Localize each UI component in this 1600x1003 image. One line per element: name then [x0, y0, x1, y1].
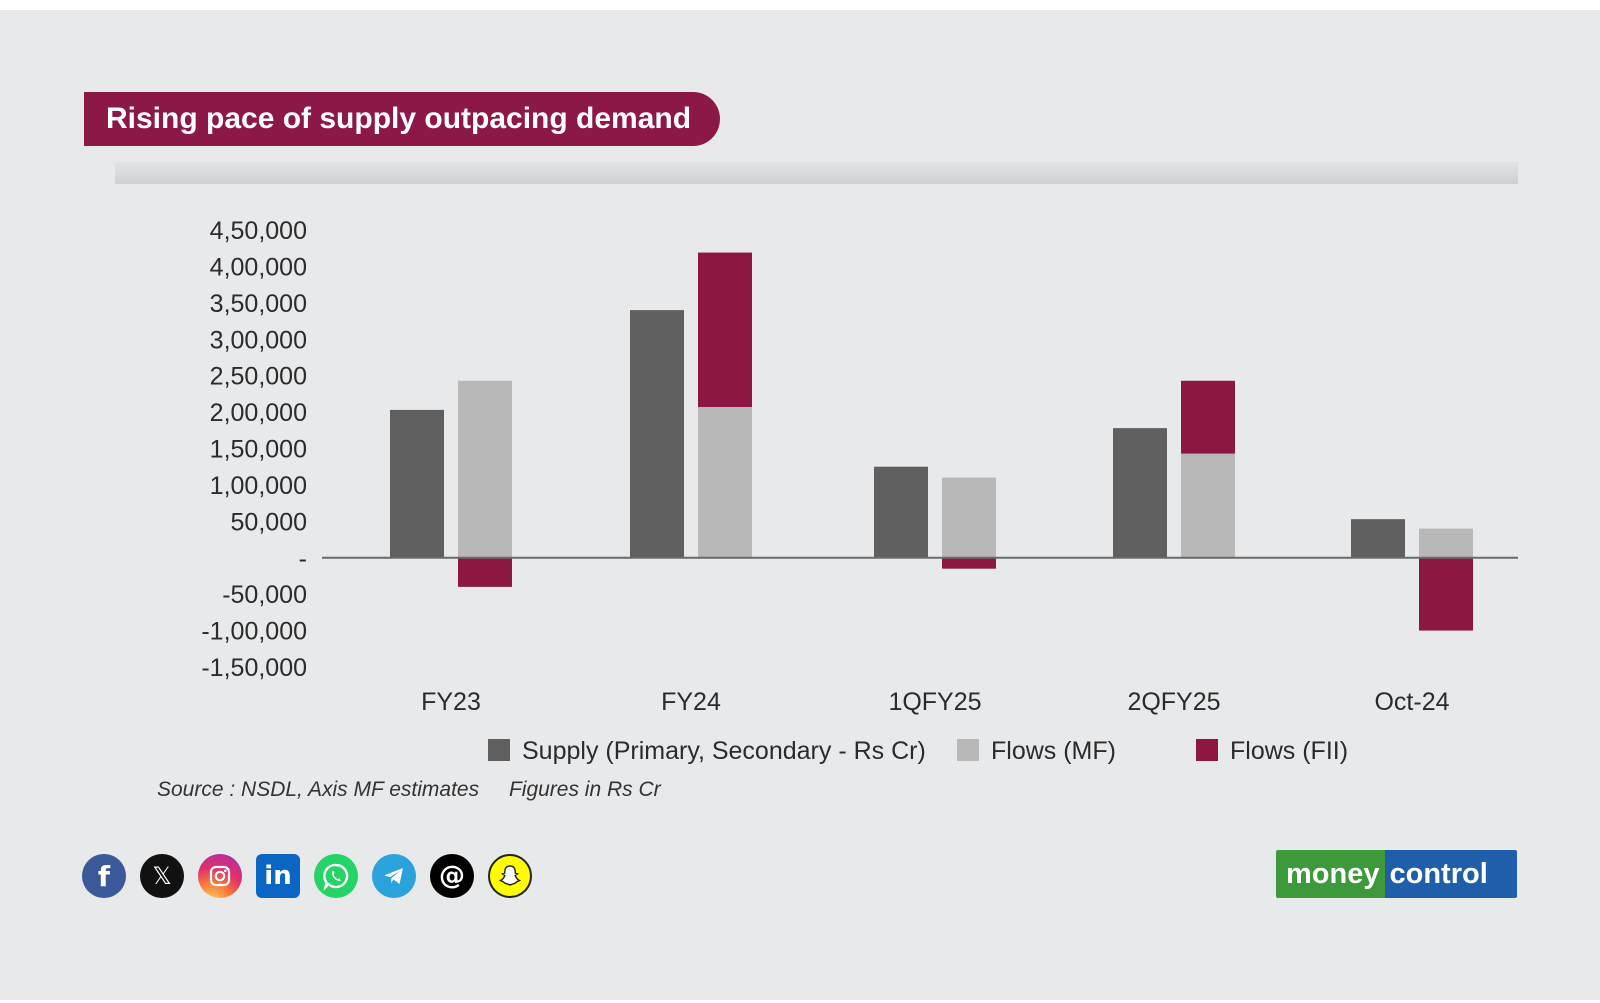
supply-bar — [1351, 519, 1405, 558]
chart-title: Rising pace of supply outpacing demand — [84, 92, 720, 146]
mf-flow-bar — [458, 380, 512, 558]
legend-label: Flows (FII) — [1230, 737, 1348, 765]
y-tick-label: -50,000 — [222, 581, 307, 609]
source-text: Source : NSDL, Axis MF estimates — [157, 778, 480, 801]
mf-flow-bar — [1419, 528, 1473, 558]
mf-flow-bar — [1181, 453, 1235, 558]
telegram-icon[interactable] — [372, 854, 416, 898]
moneycontrol-logo[interactable]: money control — [1276, 850, 1517, 898]
legend-swatch — [488, 739, 510, 761]
source-note: Source : NSDL, Axis MF estimates Figures… — [157, 778, 661, 802]
instagram-icon[interactable] — [198, 854, 242, 898]
y-tick-label: 4,00,000 — [210, 253, 307, 281]
snapchat-icon[interactable] — [488, 854, 532, 898]
x-tick-label: 2QFY25 — [1127, 688, 1220, 716]
legend-swatch — [957, 739, 979, 761]
x-tick-label: 1QFY25 — [888, 688, 981, 716]
title-divider — [115, 162, 1518, 184]
whatsapp-icon[interactable] — [314, 854, 358, 898]
logo-money-text: money — [1276, 850, 1386, 898]
supply-bar — [390, 409, 444, 558]
y-tick-label: 4,50,000 — [210, 217, 307, 245]
y-tick-label: 1,50,000 — [210, 436, 307, 464]
mf-flow-bar — [942, 477, 996, 558]
facebook-icon[interactable]: f — [82, 854, 126, 898]
legend-label: Flows (MF) — [991, 737, 1116, 765]
social-share-bar: f 𝕏 in @ — [82, 854, 532, 898]
mf-flow-bar — [698, 406, 752, 558]
y-tick-label: 2,00,000 — [210, 399, 307, 427]
fii-flow-bar — [1181, 380, 1235, 454]
linkedin-icon[interactable]: in — [256, 854, 300, 898]
supply-bar — [630, 310, 684, 558]
y-tick-label: 3,00,000 — [210, 326, 307, 354]
x-tick-label: Oct-24 — [1374, 688, 1449, 716]
y-tick-label: -1,50,000 — [201, 654, 307, 682]
threads-icon[interactable]: @ — [430, 854, 474, 898]
legend-swatch — [1196, 739, 1218, 761]
figures-note: Figures in Rs Cr — [508, 778, 661, 801]
x-tick-label: FY24 — [661, 688, 721, 716]
x-twitter-icon[interactable]: 𝕏 — [140, 854, 184, 898]
y-tick-label: -1,00,000 — [201, 618, 307, 646]
logo-control-text: control — [1385, 850, 1517, 898]
fii-flow-bar — [1419, 557, 1473, 631]
supply-bar — [1113, 428, 1167, 558]
fii-flow-bar — [942, 557, 996, 569]
y-tick-label: - — [299, 545, 307, 573]
fii-flow-bar — [458, 557, 512, 587]
y-tick-label: 3,50,000 — [210, 290, 307, 318]
y-tick-label: 50,000 — [231, 508, 307, 536]
x-tick-label: FY23 — [421, 688, 481, 716]
legend-label: Supply (Primary, Secondary - Rs Cr) — [522, 737, 926, 765]
y-tick-label: 1,00,000 — [210, 472, 307, 500]
supply-bar — [874, 466, 928, 558]
y-tick-label: 2,50,000 — [210, 363, 307, 391]
chart-panel: Rising pace of supply outpacing demand — [0, 10, 1600, 1000]
fii-flow-bar — [698, 252, 752, 407]
